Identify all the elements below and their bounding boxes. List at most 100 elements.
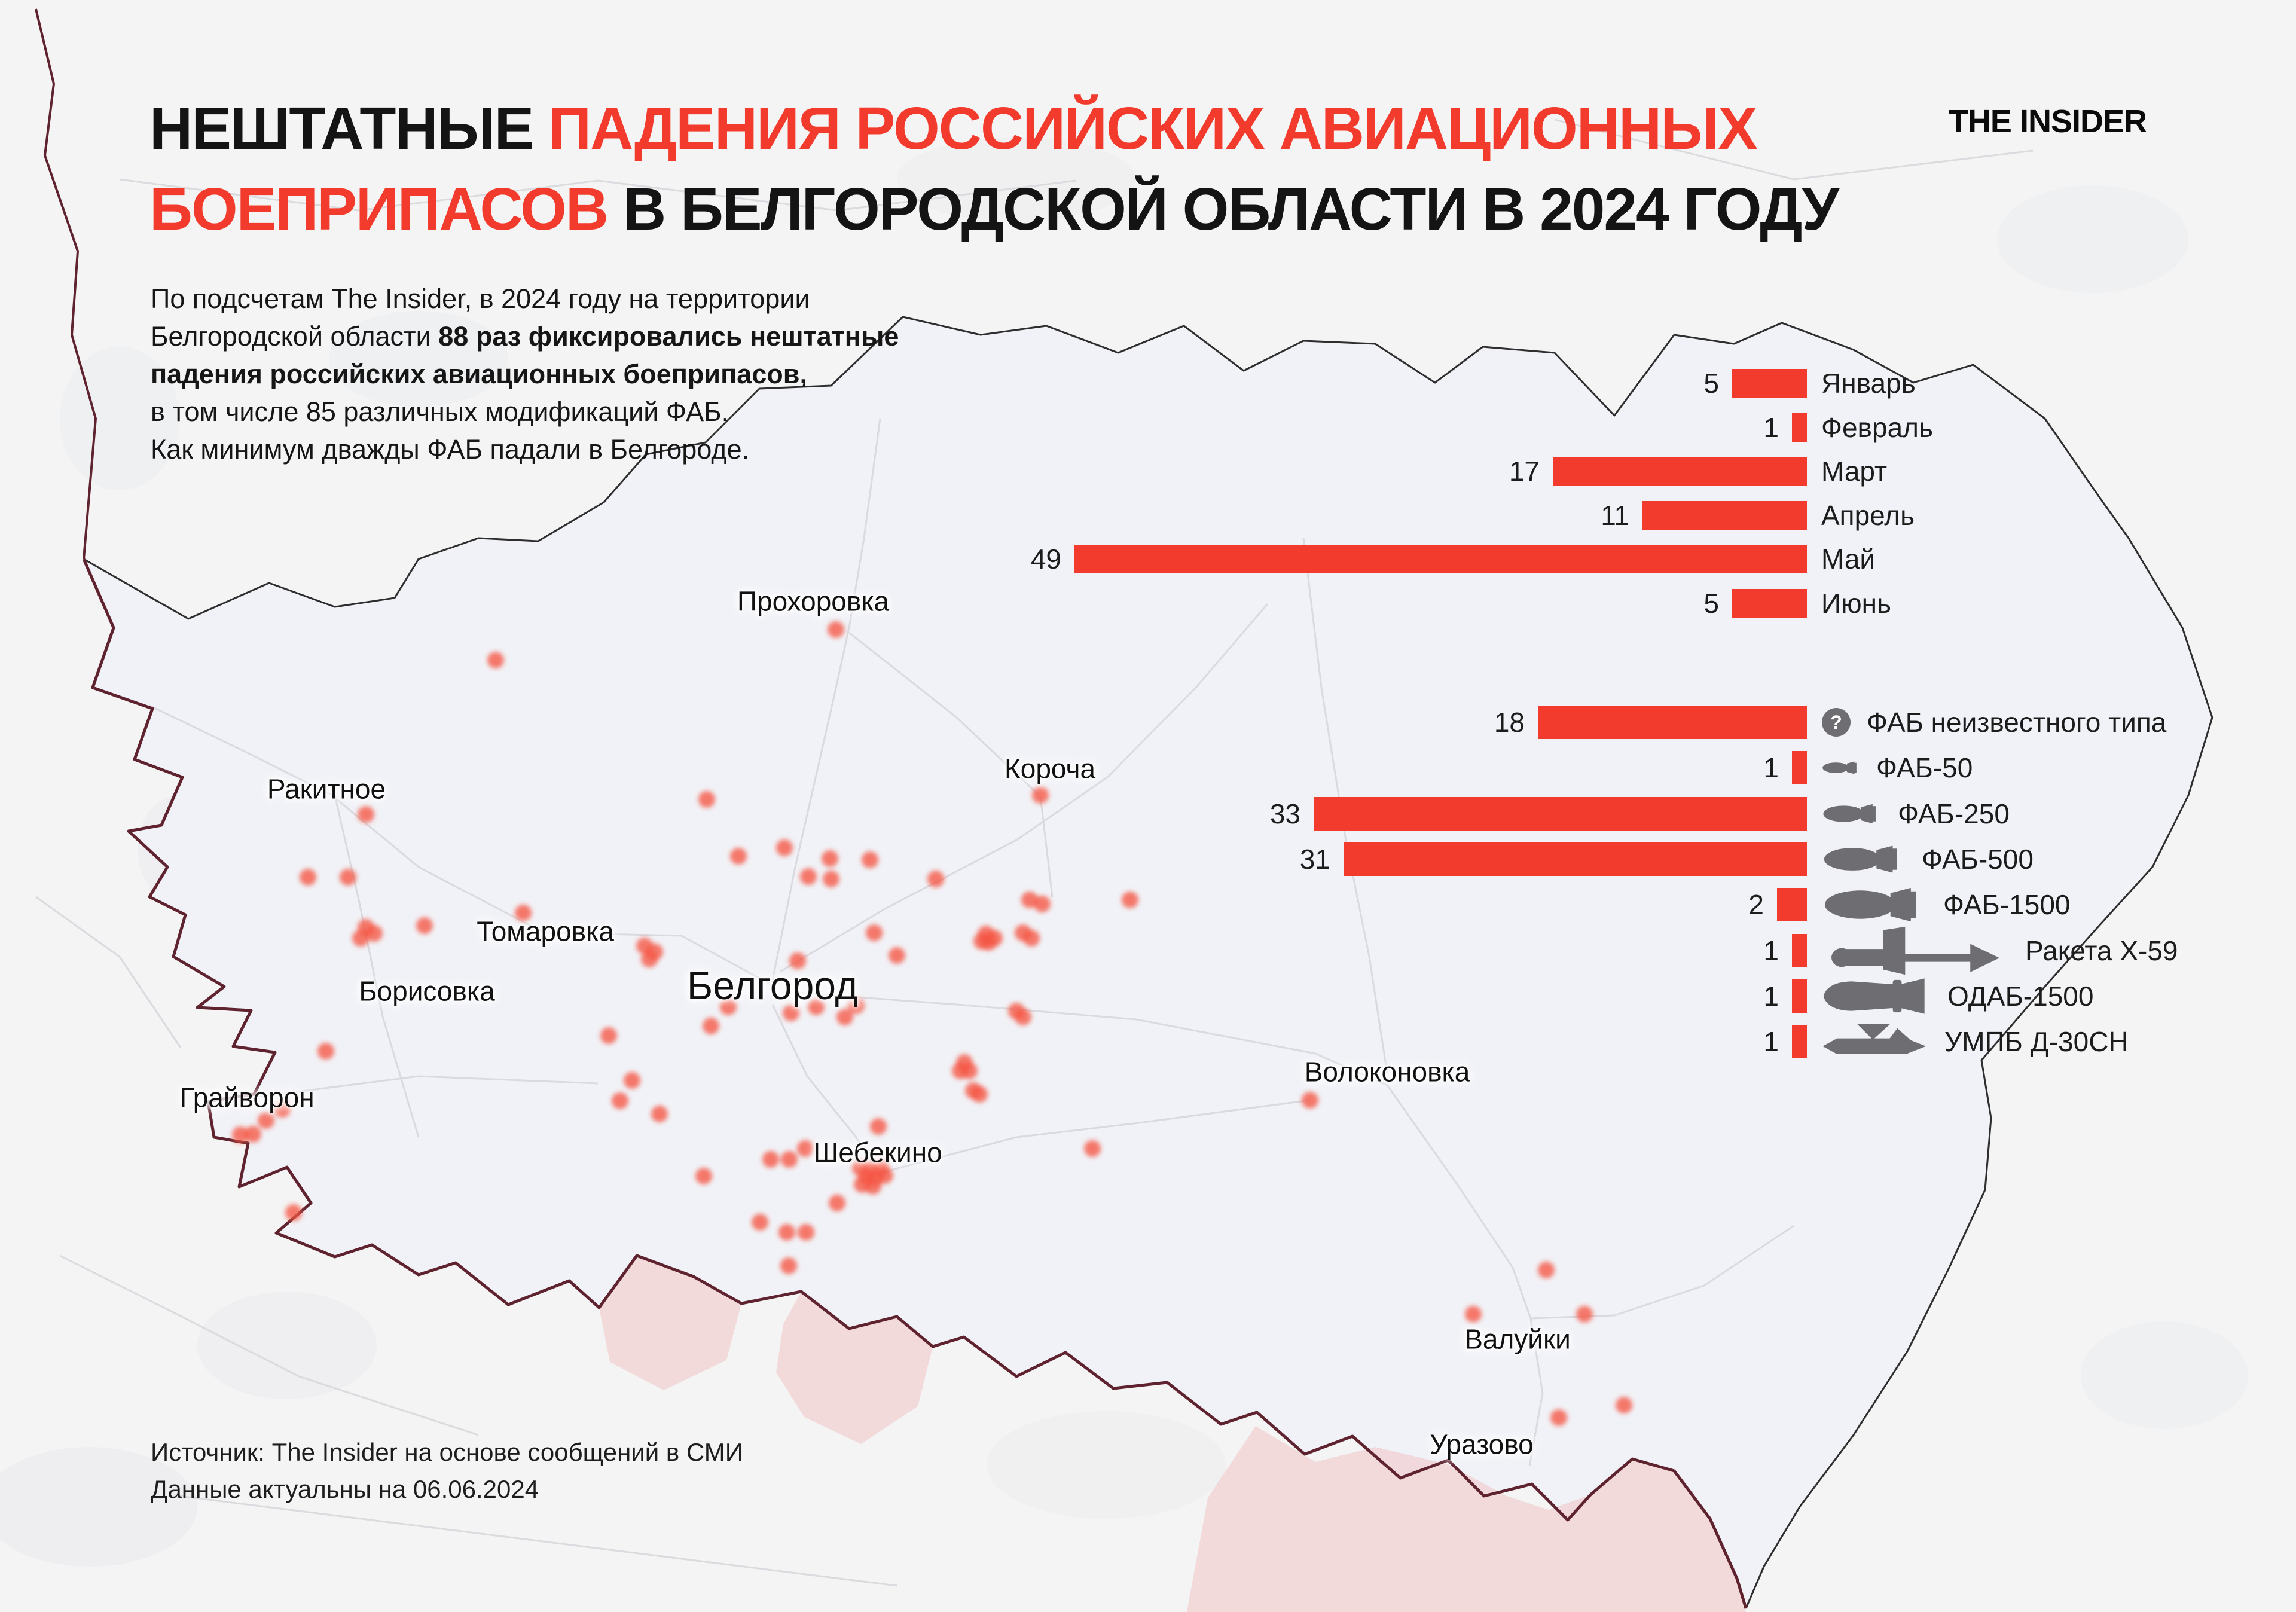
- fab50-bomb-icon: [1821, 760, 1861, 776]
- munition-bar-value: 1: [1763, 1026, 1779, 1058]
- munition-bar-value: 1: [1763, 980, 1779, 1012]
- intro-line3-bold: падения российских авиационных боеприпас…: [151, 359, 807, 389]
- month-bar-value: 17: [1509, 456, 1540, 487]
- incident-dot: [797, 1140, 814, 1157]
- incident-dot: [651, 1106, 668, 1122]
- incident-dot-layer: [232, 621, 1632, 1426]
- incident-dot: [808, 999, 825, 1015]
- munition-bar: [1777, 888, 1807, 922]
- incident-dot: [823, 871, 839, 887]
- munition-bar-label: УМПБ Д-30СН: [1944, 1026, 2129, 1058]
- city-label: Волоконовка: [1304, 1056, 1470, 1088]
- the-insider-logo: THE INSIDER: [1948, 103, 2147, 139]
- month-bar-label: Май: [1821, 544, 1876, 575]
- question-circle-icon: ?: [1821, 707, 1851, 737]
- incident-dot: [340, 869, 356, 886]
- month-bar: [1642, 500, 1807, 530]
- state-border: [82, 558, 1748, 1609]
- incident-dot: [358, 806, 374, 823]
- incident-dot: [828, 621, 844, 638]
- month-bar: [1732, 588, 1807, 618]
- city-label: Белгород: [686, 963, 859, 1008]
- incident-dot: [641, 951, 658, 967]
- incident-dot: [798, 1224, 814, 1241]
- incident-dot: [624, 1072, 640, 1089]
- munition-bar: [1792, 1025, 1807, 1059]
- page-title: НЕШТАТНЫЕ ПАДЕНИЯ РОССИЙСКИХ АВИАЦИОННЫХ…: [149, 88, 1839, 250]
- month-bar-label: Март: [1821, 456, 1888, 487]
- incident-dot: [730, 848, 747, 865]
- month-bar-label: Январь: [1821, 368, 1916, 399]
- city-label: Короча: [1004, 753, 1096, 784]
- month-bar-label: Июнь: [1821, 587, 1891, 619]
- incident-dot: [1538, 1262, 1555, 1278]
- city-label: Шебекино: [813, 1137, 942, 1168]
- incident-dot: [352, 930, 369, 947]
- incident-dot: [952, 1063, 969, 1079]
- source-note: Источник: The Insider на основе сообщени…: [151, 1434, 743, 1508]
- state-border-north-segment: [35, 8, 97, 560]
- month-bar-value: 5: [1703, 368, 1719, 399]
- title-line1-black: НЕШТАТНЫЕ: [149, 95, 534, 162]
- intro-line-3: падения российских авиационных боеприпас…: [151, 355, 899, 393]
- incident-dot: [720, 999, 737, 1015]
- incident-dot: [789, 952, 806, 969]
- munition-bar-value: 31: [1299, 843, 1330, 875]
- incident-dot: [600, 1027, 617, 1044]
- incident-dot: [695, 1168, 712, 1184]
- incident-dot: [889, 947, 905, 964]
- munition-bar-value: 1: [1763, 752, 1779, 784]
- incident-dot: [1034, 896, 1051, 912]
- odab1500-bomb-icon: [1821, 978, 1932, 1015]
- incident-dot: [285, 1204, 302, 1221]
- munition-bar-label: ФАБ неизвестного типа: [1867, 707, 2167, 738]
- munition-bar-value: 18: [1494, 707, 1525, 738]
- city-label: Уразово: [1430, 1428, 1534, 1460]
- incident-dot: [877, 1167, 893, 1184]
- munition-bar-label: ФАБ-1500: [1943, 889, 2071, 921]
- incident-dot: [866, 924, 883, 941]
- munition-bar-label: ФАБ-500: [1922, 843, 2034, 875]
- incident-dot: [1032, 787, 1049, 804]
- incident-dot: [612, 1092, 628, 1109]
- incident-dot: [416, 917, 433, 934]
- incident-dot: [245, 1126, 261, 1143]
- incident-dot: [865, 1178, 881, 1195]
- incident-dot: [980, 934, 997, 951]
- incident-dot: [927, 871, 944, 887]
- incident-dot: [862, 851, 878, 868]
- title-line2-red: БОЕПРИПАСОВ: [149, 176, 609, 243]
- intro-line-4: в том числе 85 различных модификаций ФАБ…: [151, 396, 729, 427]
- umpb-d30sn-icon: [1821, 1022, 1929, 1061]
- incident-dot: [366, 925, 383, 942]
- incident-dot: [1015, 1009, 1031, 1025]
- incident-dot: [1465, 1306, 1482, 1323]
- incident-dot: [1302, 1092, 1318, 1109]
- month-bar-label: Февраль: [1821, 411, 1933, 443]
- city-label: Грайворон: [179, 1082, 315, 1113]
- incident-dot: [487, 652, 504, 668]
- svg-text:?: ?: [1830, 712, 1842, 733]
- month-bar-value: 5: [1703, 587, 1719, 619]
- incident-dot: [822, 850, 838, 867]
- city-label: Томаровка: [477, 915, 614, 947]
- incident-dot: [829, 1195, 845, 1211]
- fab500-bomb-icon: [1821, 844, 1906, 875]
- incident-dot: [848, 997, 865, 1014]
- munition-bar-label: Ракета Х-59: [2025, 935, 2178, 966]
- incident-dot: [971, 1086, 988, 1103]
- munition-bar: [1344, 842, 1807, 876]
- munition-bar: [1538, 706, 1807, 739]
- title-line-2: БОЕПРИПАСОВ В БЕЛГОРОДСКОЙ ОБЛАСТИ В 202…: [149, 169, 1839, 250]
- incident-dot: [836, 1009, 853, 1025]
- intro-line2-bold: 88 раз фиксировались нештатные: [438, 321, 899, 352]
- munition-bar: [1792, 933, 1807, 967]
- month-bar-label: Апрель: [1821, 499, 1915, 531]
- intro-line-1: По подсчетам The Insider, в 2024 году на…: [151, 283, 810, 314]
- month-bar-value: 49: [1030, 544, 1061, 575]
- belgorod-oblast-shape: [84, 317, 2212, 1608]
- month-bar-value: 1: [1763, 411, 1779, 443]
